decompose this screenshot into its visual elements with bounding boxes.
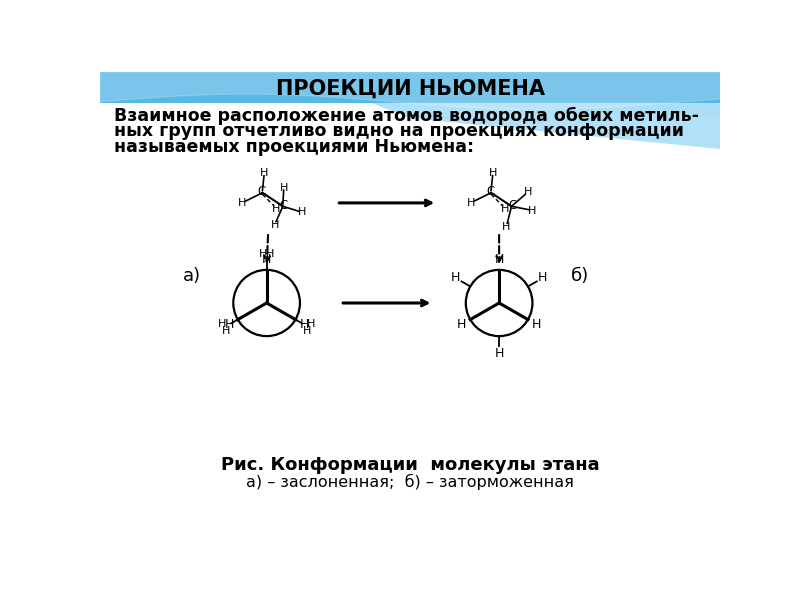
Text: H: H — [298, 207, 306, 217]
Text: H: H — [451, 271, 460, 284]
Text: а): а) — [182, 267, 201, 285]
Bar — [100, 72, 720, 103]
Text: H: H — [302, 326, 311, 335]
Text: H: H — [279, 182, 288, 193]
Text: H: H — [494, 253, 504, 266]
Text: H: H — [260, 168, 268, 178]
Text: H: H — [272, 204, 280, 214]
Text: H: H — [218, 319, 226, 329]
Text: называемых проекциями Ньюмена:: называемых проекциями Ньюмена: — [114, 137, 474, 155]
Text: Взаимное расположение атомов водорода обеих метиль-: Взаимное расположение атомов водорода об… — [114, 107, 699, 125]
Text: C: C — [279, 199, 288, 212]
Text: б): б) — [571, 267, 590, 285]
Text: H: H — [528, 206, 536, 215]
Text: а) – заслоненная;  б) – заторможенная: а) – заслоненная; б) – заторможенная — [246, 473, 574, 490]
Text: C: C — [486, 185, 494, 199]
Text: ПРОЕКЦИИ НЬЮМЕНА: ПРОЕКЦИИ НЬЮМЕНА — [275, 79, 545, 99]
Text: H: H — [457, 318, 466, 331]
Text: ных групп отчетливо видно на проекциях конформации: ных групп отчетливо видно на проекциях к… — [114, 122, 684, 140]
Text: H: H — [262, 253, 271, 266]
PathPatch shape — [410, 72, 720, 118]
Text: H: H — [532, 318, 542, 331]
Text: H: H — [271, 220, 279, 230]
Text: H: H — [306, 319, 315, 329]
Text: H: H — [258, 250, 267, 259]
Text: H: H — [538, 271, 547, 284]
Text: H: H — [299, 318, 309, 331]
Text: H: H — [501, 204, 509, 214]
Text: H: H — [266, 250, 274, 259]
Text: H: H — [494, 347, 504, 359]
Text: H: H — [489, 168, 497, 178]
Text: H: H — [222, 326, 230, 335]
Text: H: H — [523, 187, 532, 197]
Text: Рис. Конформации  молекулы этана: Рис. Конформации молекулы этана — [221, 456, 599, 474]
Text: H: H — [238, 198, 246, 208]
Text: C: C — [508, 199, 517, 212]
Text: H: H — [502, 221, 510, 232]
PathPatch shape — [371, 72, 720, 149]
Text: C: C — [258, 185, 266, 199]
Text: H: H — [466, 198, 474, 208]
Text: H: H — [224, 318, 234, 331]
